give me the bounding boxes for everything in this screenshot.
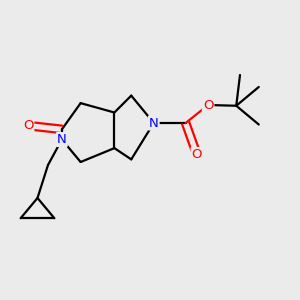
Text: N: N xyxy=(149,116,159,130)
Text: O: O xyxy=(23,119,33,132)
Text: O: O xyxy=(192,148,202,161)
Text: N: N xyxy=(57,133,67,146)
Text: O: O xyxy=(203,98,213,112)
